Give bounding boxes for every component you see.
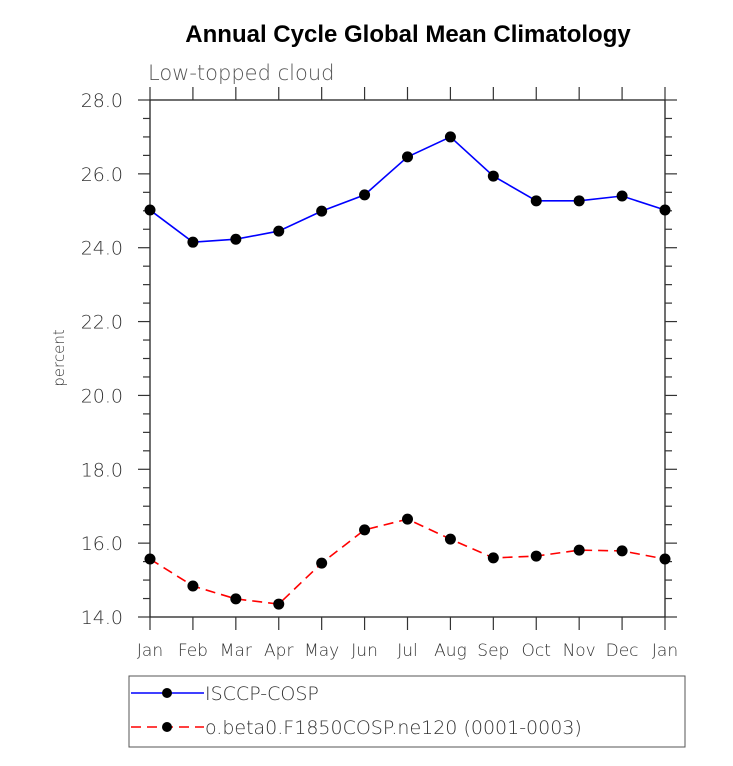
y-tick-label: 18.0 [81,459,123,481]
data-point [444,533,456,545]
plot-frame [149,99,666,618]
data-point [230,233,242,245]
data-point [444,131,456,143]
data-point [402,151,413,163]
chart-title: Annual Cycle Global Mean Climatology [185,21,631,48]
data-point [359,524,371,536]
x-tick-label: Jan [652,641,678,661]
x-tick-label: Mar [220,641,252,661]
series-group [144,131,671,610]
x-tick-label: May [304,641,339,661]
data-point [659,204,671,216]
x-tick-label: Nov [563,641,596,661]
data-point [616,545,628,557]
x-tick-label: Jan [137,641,163,661]
y-tick-label: 24.0 [81,238,123,260]
data-point [144,204,156,216]
x-tick-label: Dec [606,641,639,661]
x-tick-label: Oct [522,641,551,661]
series-isccp-cosp [144,131,671,248]
series-line [149,518,666,605]
x-tick-label: Aug [434,641,467,661]
chart-subtitle: Low-topped cloud [148,61,334,85]
data-point [316,205,328,217]
data-point [359,189,371,201]
x-tick-label: Sep [477,641,509,661]
x-tick-label: Jun [351,641,378,661]
y-tick-label: 26.0 [81,164,123,186]
data-point [187,236,199,248]
x-ticks: Jan Feb Mar Apr May Jun Jul Aug Sep Oct Nov Dec Jan [137,87,678,661]
data-point [144,553,156,565]
legend: ISCCP-COSP o.beta0.F1850COSP.ne120 (0001… [128,675,686,748]
y-ticks: 14.0 16.0 18.0 20.0 22.0 24.0 26.0 28.0 [81,90,677,629]
data-point [187,580,199,592]
legend-item-model: o.beta0.F1850COSP.ne120 (0001-0003) [131,717,582,739]
data-point [573,544,585,556]
legend-label-model: o.beta0.F1850COSP.ne120 (0001-0003) [205,717,582,739]
y-tick-label: 28.0 [81,90,123,112]
x-tick-label: Apr [264,641,293,661]
y-tick-label: 20.0 [81,385,123,407]
legend-marker-isccp [162,688,172,698]
series-model [144,513,671,610]
legend-item-isccp: ISCCP-COSP [131,683,319,705]
data-point [616,190,628,202]
data-point [273,225,285,237]
y-tick-label: 22.0 [81,312,123,334]
data-point [487,170,499,182]
legend-box [128,675,686,748]
data-point [573,195,585,207]
data-point [316,557,328,569]
axes [149,99,666,618]
y-tick-label: 14.0 [81,607,123,629]
y-tick-label: 16.0 [81,533,123,555]
legend-marker-model [162,722,172,732]
data-point [487,552,499,564]
data-point [402,513,413,525]
legend-label-isccp: ISCCP-COSP [205,683,319,705]
x-tick-label: Jul [397,641,418,661]
x-tick-label: Feb [178,641,208,661]
data-point [530,195,542,207]
data-point [530,550,542,562]
data-point [659,553,671,565]
data-point [230,593,242,605]
data-point [273,598,285,610]
y-axis-label: percent [50,329,68,387]
